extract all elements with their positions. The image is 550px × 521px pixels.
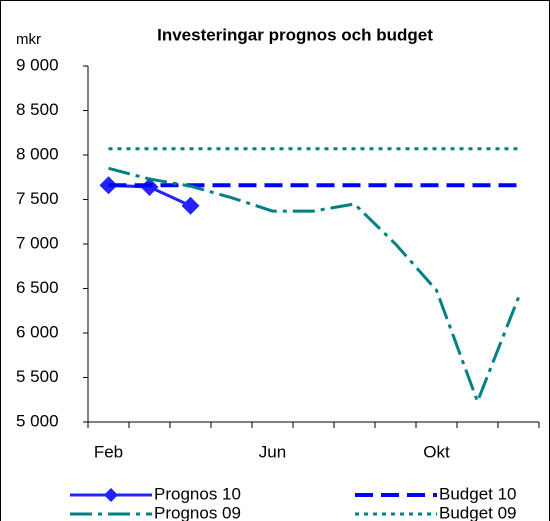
chart-title: Investeringar prognos och budget (157, 25, 433, 44)
y-tick-label: 8 000 (16, 144, 59, 163)
y-tick-label: 6 000 (16, 322, 59, 341)
series-marker (181, 196, 200, 215)
x-tick-label: Feb (94, 442, 123, 461)
y-tick-label: 7 500 (16, 189, 59, 208)
series-line (108, 166, 520, 406)
legend-marker (104, 488, 118, 502)
y-tick-label: 6 500 (16, 278, 59, 297)
y-tick-label: 5 500 (16, 367, 59, 386)
y-tick-label: 5 000 (16, 411, 59, 430)
y-axis-label: mkr (16, 31, 41, 48)
legend-label: Budget 10 (439, 484, 517, 503)
x-tick-label: Okt (423, 442, 450, 461)
legend-label: Prognos 10 (154, 484, 241, 503)
y-tick-label: 7 000 (16, 233, 59, 252)
x-tick-label: Jun (259, 442, 286, 461)
y-tick-label: 8 500 (16, 100, 59, 119)
legend-label: Prognos 09 (154, 503, 241, 521)
y-tick-label: 9 000 (16, 55, 59, 74)
legend-label: Budget 09 (439, 503, 517, 521)
